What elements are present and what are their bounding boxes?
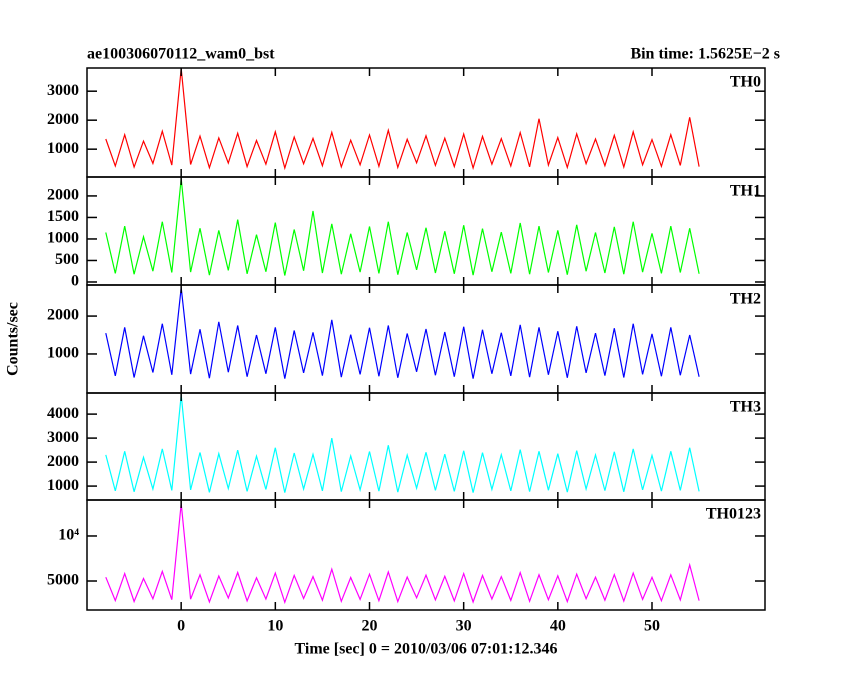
- y-tick-label: 1000: [47, 140, 79, 157]
- y-tick-label: 2000: [47, 453, 79, 470]
- y-axis-label: Counts/sec: [5, 302, 22, 376]
- y-tick-label: 500: [55, 251, 79, 268]
- data-line: [105, 503, 700, 605]
- x-tick-label: 30: [456, 618, 472, 635]
- x-tick-label: 20: [362, 618, 378, 635]
- y-tick-label: 1000: [47, 345, 79, 362]
- x-tick-label: 40: [550, 618, 566, 635]
- y-tick-label: 2000: [47, 307, 79, 324]
- panel-frame: [86, 176, 766, 286]
- panel-label: TH1: [730, 183, 761, 200]
- panel-frame: [86, 499, 766, 611]
- x-tick-label: 10: [267, 618, 283, 635]
- y-tick-label: 1000: [47, 477, 79, 494]
- y-tick-label: 4000: [47, 405, 79, 422]
- y-tick-label: 10⁴: [58, 527, 79, 544]
- y-tick-label: 1000: [47, 230, 79, 247]
- chart-subtitle: Bin time: 1.5625E−2 s: [630, 46, 780, 63]
- x-tick-label: 0: [177, 618, 185, 635]
- panel-frame: [86, 284, 766, 394]
- y-tick-label: 1500: [47, 208, 79, 225]
- panel-label: TH0123: [706, 506, 761, 523]
- panel-label: TH3: [730, 399, 761, 416]
- y-tick-label: 2000: [47, 187, 79, 204]
- data-line: [105, 178, 700, 276]
- data-line: [105, 68, 700, 171]
- panel-label: TH2: [730, 291, 761, 308]
- x-axis-label: Time [sec] 0 = 2010/03/06 07:01:12.346: [294, 641, 557, 658]
- x-tick-label: 50: [644, 618, 660, 635]
- y-tick-label: 3000: [47, 82, 79, 99]
- data-line: [105, 287, 700, 379]
- chart-title: ae100306070112_wam0_bst: [87, 46, 275, 63]
- panel-label: TH0: [730, 74, 761, 91]
- y-tick-label: 2000: [47, 111, 79, 128]
- y-tick-label: 3000: [47, 429, 79, 446]
- y-tick-label: 0: [71, 273, 79, 290]
- y-tick-label: 5000: [47, 572, 79, 589]
- data-line: [105, 394, 700, 493]
